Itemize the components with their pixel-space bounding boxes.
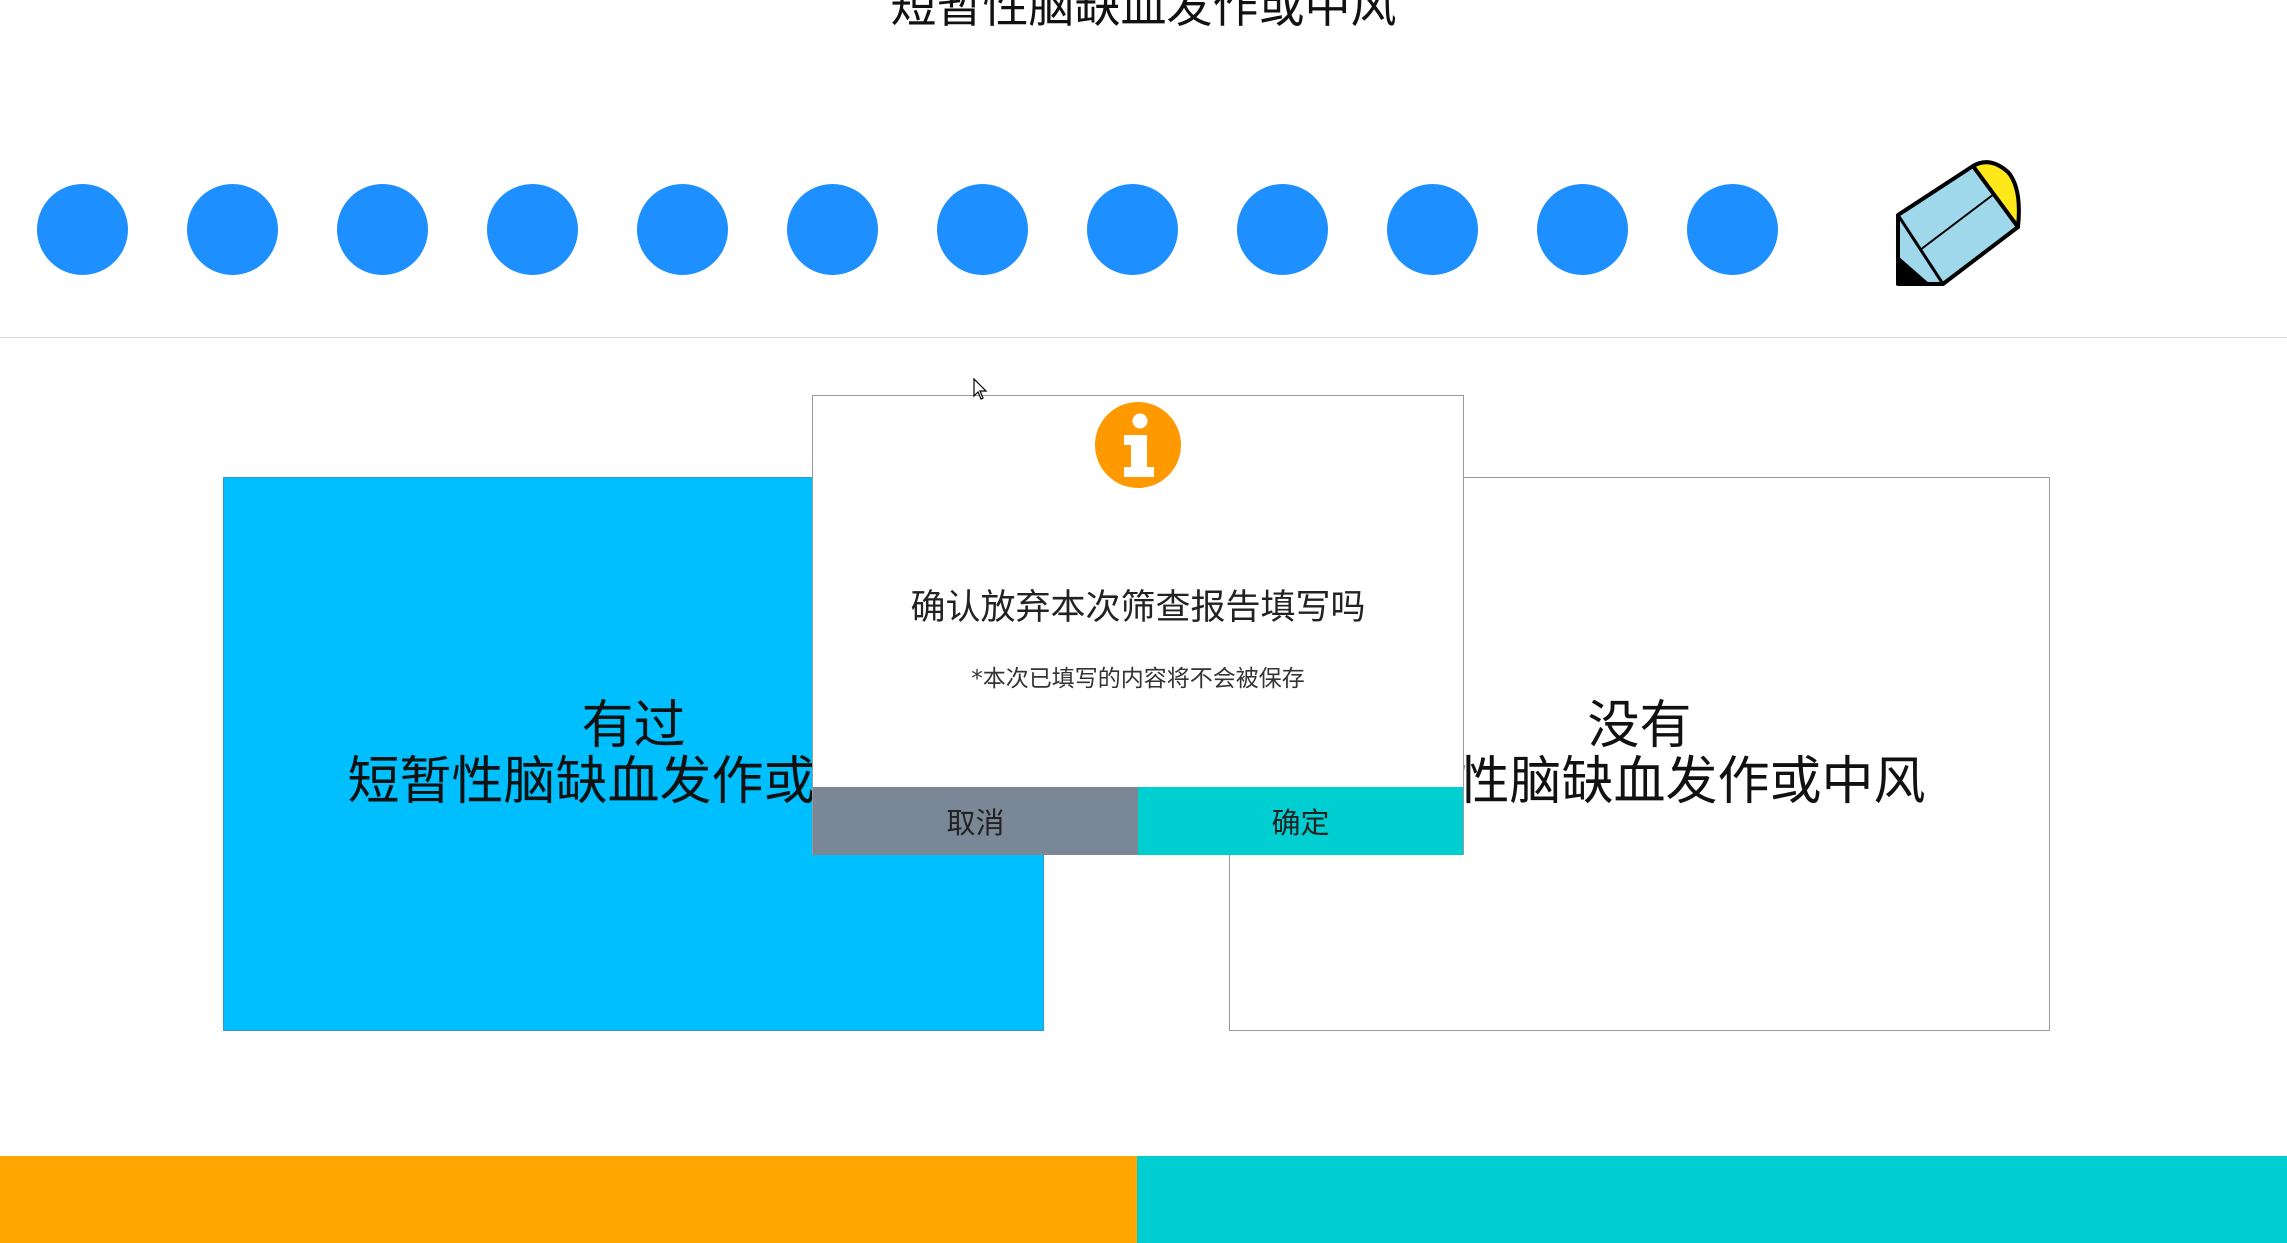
progress-dot <box>787 184 878 275</box>
progress-dot <box>1387 184 1478 275</box>
progress-dot <box>1237 184 1328 275</box>
dialog-message: 确认放弃本次筛查报告填写吗 <box>910 588 1366 628</box>
info-icon <box>1095 402 1181 488</box>
confirm-dialog: 确认放弃本次筛查报告填写吗 *本次已填写的内容将不会被保存 取消 确定 <box>812 395 1464 855</box>
progress-dot <box>187 184 278 275</box>
option-yes-line1: 有过 <box>581 696 686 756</box>
option-no-line1: 没有 <box>1587 696 1692 756</box>
mouse-cursor-icon <box>973 378 988 400</box>
progress-dot <box>37 184 128 275</box>
progress-dot <box>487 184 578 275</box>
question-title: 短暂性脑缺血发作或中风 <box>890 0 1397 33</box>
dialog-note: *本次已填写的内容将不会被保存 <box>971 666 1305 692</box>
confirm-button[interactable]: 确定 <box>1138 787 1463 855</box>
progress-dot <box>637 184 728 275</box>
progress-dot <box>1537 184 1628 275</box>
pencil-icon[interactable] <box>1890 158 2030 294</box>
progress-dot <box>337 184 428 275</box>
progress-dot <box>1087 184 1178 275</box>
progress-dot <box>937 184 1028 275</box>
progress-dot <box>1687 184 1778 275</box>
footer-right-button[interactable] <box>1137 1156 2287 1243</box>
footer-left-button[interactable] <box>0 1156 1137 1243</box>
cancel-button[interactable]: 取消 <box>813 787 1138 855</box>
header-divider <box>0 337 2287 338</box>
